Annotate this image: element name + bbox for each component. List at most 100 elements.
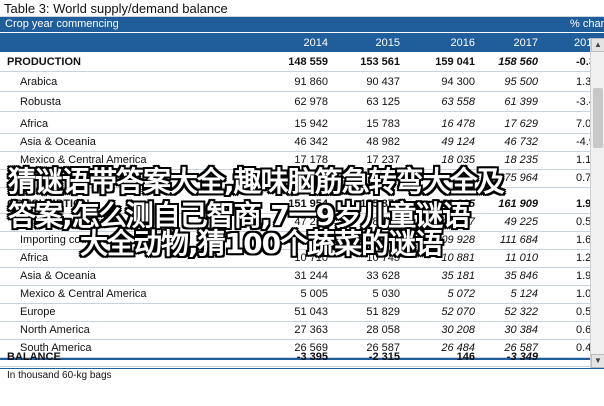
table-row: Asia & Oceania 31 244 33 628 35 181 35 8… xyxy=(0,267,604,286)
cell: 158 895 xyxy=(435,198,475,210)
cell: 52 070 xyxy=(441,306,475,318)
row-label: Arabica xyxy=(20,76,58,88)
cell: 90 437 xyxy=(366,76,400,88)
table-row: South America 26 569 26 587 26 484 26 58… xyxy=(0,339,604,358)
cell: 17 178 xyxy=(294,154,328,166)
table-row-production: PRODUCTION 148 559 153 561 159 041 158 5… xyxy=(0,53,604,72)
year-header-2015: 2015 xyxy=(375,37,400,49)
cell: 18 235 xyxy=(504,154,538,166)
cell: 16 478 xyxy=(441,118,475,130)
cell-pct: 0.7 xyxy=(576,172,592,184)
cell: 111 684 xyxy=(499,234,538,246)
cell: 47 219 xyxy=(294,216,328,228)
cell: 31 244 xyxy=(294,270,328,282)
table-row: Asia & Oceania 46 342 48 982 49 124 46 7… xyxy=(0,133,604,152)
cell: 5 030 xyxy=(372,288,400,300)
cell: 10 710 xyxy=(294,252,328,264)
pct-change-label: % change xyxy=(570,18,604,30)
cell: 52 322 xyxy=(504,306,538,318)
cell: 35 181 xyxy=(441,270,475,282)
cell: 33 628 xyxy=(366,270,400,282)
cell: 5 005 xyxy=(300,288,328,300)
table-row: Arabica 91 860 90 437 94 300 95 500 1.3 xyxy=(0,73,604,92)
cell: 5 072 xyxy=(447,288,475,300)
cell: 26 587 xyxy=(366,342,400,354)
cell: 48 982 xyxy=(366,136,400,148)
year-header-2017: 2017 xyxy=(513,37,538,49)
table-row: Mexico & Central America 5 005 5 030 5 0… xyxy=(0,285,604,304)
cell: 15 783 xyxy=(366,118,400,130)
cell-pct: 1.1 xyxy=(576,154,592,166)
cell: 148 559 xyxy=(288,56,328,68)
row-label: North America xyxy=(20,324,90,336)
cell: 151 954 xyxy=(288,198,328,210)
cell-pct: 1.3 xyxy=(576,76,592,88)
cell: 105 735 xyxy=(288,234,328,246)
table-row-balance xyxy=(0,348,604,367)
cell: 61 399 xyxy=(504,96,538,108)
cell: 159 041 xyxy=(435,56,475,68)
cell-pct: 1.9 xyxy=(576,198,592,210)
cell: 5 124 xyxy=(510,288,538,300)
table-row: Mexico & Central America 17 178 17 237 1… xyxy=(0,151,604,170)
cell: 30 208 xyxy=(441,324,475,336)
scrollbar-thumb[interactable] xyxy=(593,88,603,148)
row-label: Mexico & Central America xyxy=(20,154,147,166)
table-row: Africa 15 942 15 783 16 478 17 629 7.0 xyxy=(0,115,604,134)
table-row: Africa 10 710 10 745 10 881 11 010 1.2 xyxy=(0,249,604,268)
header-row-crop-year: Crop year commencing % change xyxy=(0,17,604,32)
cell: -2 315 xyxy=(368,351,400,363)
cell: 158 560 xyxy=(498,56,538,68)
row-label: Robusta xyxy=(20,96,61,108)
cell: 63 125 xyxy=(366,96,400,108)
cell: 63 558 xyxy=(441,96,475,108)
header-row-years: 2014 2015 2016 2017 2016/17 xyxy=(0,32,604,52)
row-label: Importing countries (Coffee Years) xyxy=(20,234,187,246)
cell: 15 942 xyxy=(294,118,328,130)
cell: 75 964 xyxy=(504,172,538,184)
cell: 62 978 xyxy=(294,96,328,108)
cell: -3 349 xyxy=(506,351,538,363)
cell: 26 484 xyxy=(441,342,475,354)
cell: 17 629 xyxy=(504,118,538,130)
cell: 48 260 xyxy=(366,216,400,228)
cell: 18 035 xyxy=(441,154,475,166)
cell: 27 363 xyxy=(294,324,328,336)
cell: 71 558 xyxy=(366,172,400,184)
cell: 146 xyxy=(456,351,475,363)
cell-pct: 0.5 xyxy=(576,216,592,228)
scroll-down-icon[interactable]: ▼ xyxy=(591,354,604,368)
cell-pct: 1.0 xyxy=(576,288,592,300)
section-label-balance: BALANCE xyxy=(7,351,61,363)
cell: 26 569 xyxy=(294,342,328,354)
year-header-2016: 2016 xyxy=(450,37,475,49)
row-label: Mexico & Central America xyxy=(20,288,147,300)
overlay-text-line-1[interactable]: 猜谜语带答案大全,趣味脑筋急转弯大全及 xyxy=(8,165,505,198)
row-label: Exporting countries xyxy=(20,216,115,228)
cell: 51 043 xyxy=(294,306,328,318)
table-title: Table 3: World supply/demand balance xyxy=(4,1,228,16)
row-label: South America xyxy=(20,342,92,354)
overlay-text-line-2[interactable]: 答案,怎么测自己智商,7一9岁儿童谜语 xyxy=(8,199,470,232)
cell-pct: 1.9 xyxy=(576,270,592,282)
overlay-text-line-3[interactable]: 大全动物,猜100个蔬菜的谜语 xyxy=(80,227,443,260)
section-label-consumption: CONSUMPTION xyxy=(7,198,90,210)
cell: 94 300 xyxy=(441,76,475,88)
scroll-up-icon[interactable]: ▲ xyxy=(591,38,604,52)
cell: 95 500 xyxy=(504,76,538,88)
cell: 48 967 xyxy=(441,216,475,228)
table-row: South America 69 097 71 558 75 403 75 96… xyxy=(0,169,604,188)
overlay-banner[interactable]: 猜谜语带答案大全,趣味脑筋急转弯大全及 答案,怎么测自己智商,7一9岁儿童谜语 … xyxy=(0,160,604,260)
cell: 75 403 xyxy=(441,172,475,184)
table-title-bar: Table 3: World supply/demand balance xyxy=(0,0,604,17)
cell: -3 395 xyxy=(296,351,328,363)
cell-pct: 1.6 xyxy=(576,234,592,246)
cell: 10 881 xyxy=(441,252,475,264)
table-row: Robusta 62 978 63 125 63 558 61 399 -3.4 xyxy=(0,93,604,112)
cell: 49 225 xyxy=(504,216,538,228)
cell: 107 616 xyxy=(360,234,400,246)
table-row: Exporting countries 47 219 48 260 48 967… xyxy=(0,213,604,232)
row-label: South America xyxy=(20,172,92,184)
table-row: North America 27 363 28 058 30 208 30 38… xyxy=(0,321,604,340)
vertical-scrollbar[interactable]: ▲ ▼ xyxy=(590,38,604,368)
